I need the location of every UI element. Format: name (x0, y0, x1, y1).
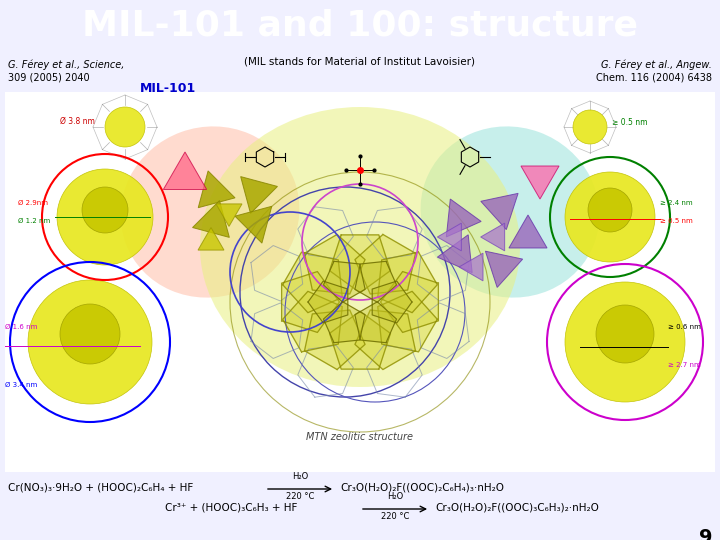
Polygon shape (305, 310, 365, 369)
Polygon shape (323, 302, 365, 343)
Text: H₂O: H₂O (292, 472, 308, 481)
Text: ≥ 0.5 nm: ≥ 0.5 nm (660, 218, 693, 224)
Ellipse shape (200, 107, 520, 387)
Circle shape (105, 107, 145, 147)
Circle shape (28, 280, 152, 404)
Text: Cr³⁺ + (HOOC)₃C₆H₃ + HF: Cr³⁺ + (HOOC)₃C₆H₃ + HF (165, 502, 297, 512)
Text: Ø 3.8 nm: Ø 3.8 nm (60, 117, 95, 126)
Polygon shape (283, 291, 342, 352)
Text: MIL-101 and 100: structure: MIL-101 and 100: structure (82, 9, 638, 43)
Circle shape (596, 305, 654, 363)
Text: Ø 2.9nm: Ø 2.9nm (18, 200, 48, 206)
Text: ≥ 2.4 nm: ≥ 2.4 nm (660, 200, 693, 206)
Polygon shape (323, 261, 365, 302)
Text: H₂O: H₂O (387, 492, 403, 501)
Polygon shape (378, 291, 437, 352)
Text: MTN zeolitic structure: MTN zeolitic structure (307, 432, 413, 442)
Circle shape (565, 172, 655, 262)
Circle shape (60, 304, 120, 364)
Text: 220 °C: 220 °C (286, 492, 314, 501)
Text: Ø 3.4 nm: Ø 3.4 nm (5, 382, 37, 388)
Text: MIL-101: MIL-101 (140, 82, 197, 95)
Circle shape (588, 188, 632, 232)
Polygon shape (355, 234, 415, 294)
Polygon shape (372, 281, 412, 323)
Polygon shape (282, 272, 340, 333)
Polygon shape (283, 252, 342, 313)
Text: ≥ 0.6 nm: ≥ 0.6 nm (668, 324, 701, 330)
Circle shape (82, 187, 128, 233)
Bar (5, 92, 715, 472)
Text: ≥ 0.5 nm: ≥ 0.5 nm (612, 118, 647, 127)
Text: Cr(NO₃)₃·9H₂O + (HOOC)₂C₆H₄ + HF: Cr(NO₃)₃·9H₂O + (HOOC)₂C₆H₄ + HF (8, 482, 193, 492)
Ellipse shape (120, 126, 300, 298)
Polygon shape (308, 281, 348, 323)
Text: G. Férey et al., Angew.: G. Férey et al., Angew. (601, 60, 712, 71)
Text: ≥ 2.7 nm: ≥ 2.7 nm (668, 362, 701, 368)
Polygon shape (380, 272, 438, 333)
Circle shape (565, 282, 685, 402)
Polygon shape (378, 252, 437, 313)
Text: 309 (2005) 2040: 309 (2005) 2040 (8, 72, 89, 82)
Text: Ø 1.6 nm: Ø 1.6 nm (5, 324, 37, 330)
Text: Cr₃O(H₂O)₂F((OOC)₂C₆H₄)₃·nH₂O: Cr₃O(H₂O)₂F((OOC)₂C₆H₄)₃·nH₂O (340, 482, 504, 492)
Text: Cr₃O(H₂O)₂F((OOC)₃C₆H₃)₂·nH₂O: Cr₃O(H₂O)₂F((OOC)₃C₆H₃)₂·nH₂O (435, 502, 599, 512)
Text: (MIL stands for Material of Institut Lavoisier): (MIL stands for Material of Institut Lav… (245, 57, 475, 67)
Polygon shape (355, 261, 397, 302)
Polygon shape (330, 235, 390, 293)
Ellipse shape (420, 126, 600, 298)
Text: 9: 9 (698, 528, 712, 540)
Polygon shape (355, 310, 415, 369)
Polygon shape (355, 302, 397, 343)
Text: 220 °C: 220 °C (381, 512, 409, 521)
Text: G. Férey et al., Science,: G. Férey et al., Science, (8, 60, 125, 71)
Text: Chem. 116 (2004) 6438: Chem. 116 (2004) 6438 (596, 72, 712, 82)
Polygon shape (305, 234, 365, 294)
Text: Ø 1.2 nm: Ø 1.2 nm (18, 218, 50, 224)
Circle shape (57, 169, 153, 265)
Circle shape (573, 110, 607, 144)
Polygon shape (330, 311, 390, 369)
